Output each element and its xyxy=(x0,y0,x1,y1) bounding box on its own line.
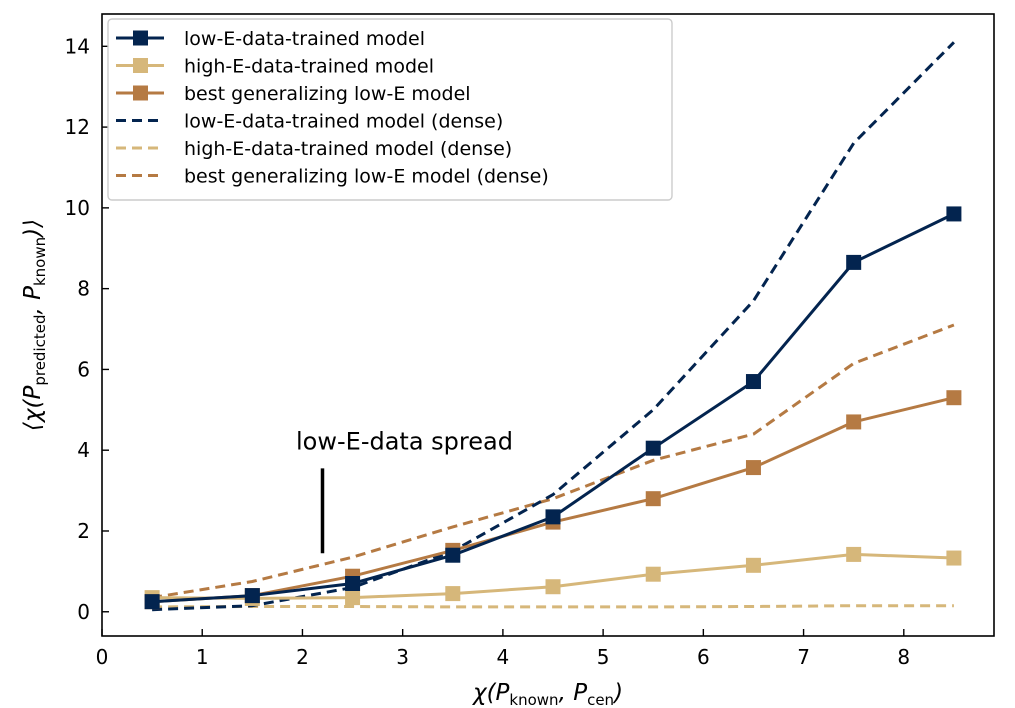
y-tick-label: 14 xyxy=(65,34,90,58)
data-point xyxy=(946,206,962,222)
legend: low-E-data-trained model high-E-data-trai… xyxy=(107,18,673,201)
data-point xyxy=(745,460,761,476)
data-point xyxy=(645,566,661,582)
data-point xyxy=(946,390,962,406)
data-point xyxy=(445,547,461,563)
data-point xyxy=(846,546,862,562)
data-point xyxy=(745,557,761,573)
y-tick-label: 6 xyxy=(77,357,90,381)
data-point xyxy=(545,509,561,525)
legend-label: low-E-data-trained model (dense) xyxy=(184,111,503,133)
data-point xyxy=(946,550,962,566)
legend-label: high-E-data-trained model xyxy=(184,56,434,78)
legend-marker xyxy=(133,58,148,73)
x-axis-label: χ(Pknown, Pcen) xyxy=(471,680,623,708)
legend-label: high-E-data-trained model (dense) xyxy=(184,138,512,160)
data-point xyxy=(445,586,461,602)
data-point xyxy=(846,414,862,430)
annotation: low-E-data spread xyxy=(296,427,513,554)
y-tick-label: 10 xyxy=(65,196,90,220)
data-point xyxy=(244,588,260,604)
y-tick-label: 8 xyxy=(77,277,90,301)
legend-label: best generalizing low-E model (dense) xyxy=(184,166,549,188)
data-point xyxy=(846,254,862,270)
y-tick-label: 12 xyxy=(65,115,90,139)
annotation-label: low-E-data spread xyxy=(296,427,513,455)
series-layer xyxy=(144,41,962,612)
legend-label: low-E-data-trained model xyxy=(184,28,425,50)
y-tick-label: 2 xyxy=(77,519,90,543)
data-point xyxy=(645,440,661,456)
series-line xyxy=(151,323,955,600)
data-point xyxy=(144,594,160,610)
y-axis-label: ⟨χ(Ppredicted, Pknown)⟩ xyxy=(20,219,49,431)
legend-marker xyxy=(133,30,148,46)
x-tick-label: 2 xyxy=(296,645,309,669)
x-tick-label: 3 xyxy=(396,645,409,669)
data-point xyxy=(645,491,661,507)
legend-marker xyxy=(133,85,148,101)
x-tick-label: 8 xyxy=(897,645,910,669)
x-tick-label: 1 xyxy=(196,645,209,669)
data-point xyxy=(745,374,761,390)
series-line xyxy=(152,604,954,609)
y-tick-label: 4 xyxy=(77,438,90,462)
data-point xyxy=(345,590,361,606)
x-tick-label: 6 xyxy=(697,645,710,669)
legend-label: best generalizing low-E model xyxy=(184,83,471,105)
data-point xyxy=(545,579,561,595)
legend-box xyxy=(107,18,673,201)
series-line xyxy=(152,41,955,612)
plot-frame xyxy=(101,13,995,637)
x-tick-label: 0 xyxy=(96,645,109,669)
y-tick-label: 0 xyxy=(77,600,90,624)
data-point xyxy=(345,575,361,591)
x-tick-label: 5 xyxy=(597,645,610,669)
x-tick-label: 4 xyxy=(497,645,510,669)
x-tick-label: 7 xyxy=(797,645,810,669)
